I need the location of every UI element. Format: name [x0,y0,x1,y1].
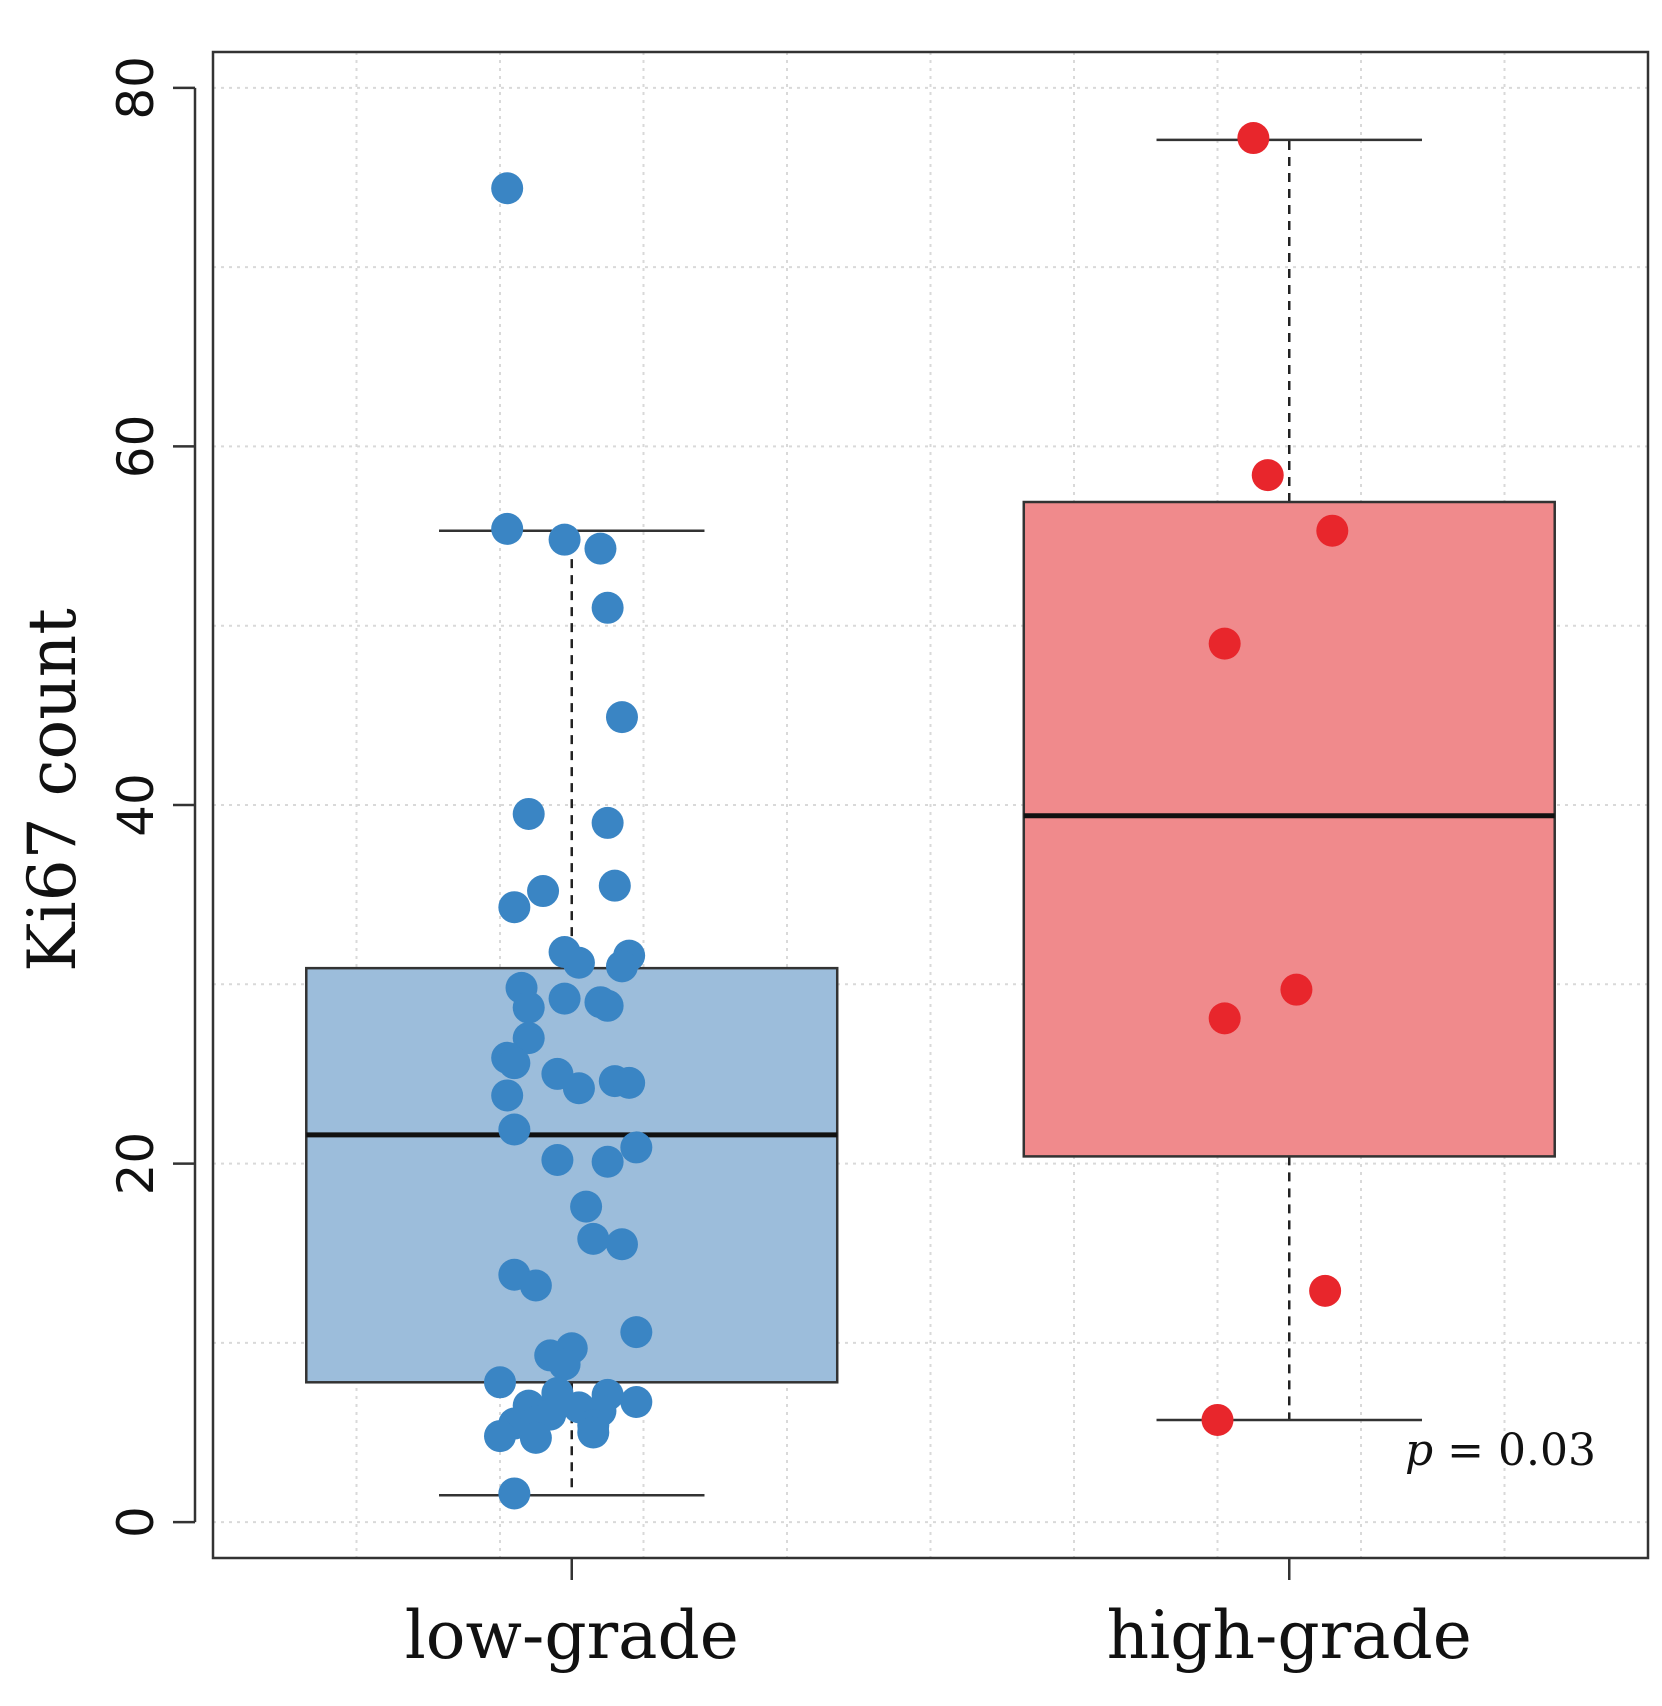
data-point-low-grade [491,512,524,545]
data-point-high-grade [1237,122,1270,155]
x-axis: low-grade high-grade [405,1558,1472,1674]
x-tick-label: high-grade [1107,1597,1472,1674]
data-point-low-grade [605,950,638,983]
data-point-low-grade [519,1269,552,1302]
box-high-grade [1022,138,1556,1422]
data-point-high-grade [1201,1403,1234,1436]
y-axis-title: Ki67 count [14,608,91,972]
data-point-high-grade [1280,973,1313,1006]
y-axis: 0 20 40 60 80 [107,56,197,1538]
data-point-low-grade [498,1047,531,1080]
data-point-low-grade [570,1190,603,1223]
data-point-low-grade [512,797,545,830]
p-value-text: = 0.03 [1433,1425,1596,1476]
iqr-box [305,966,839,1384]
data-point-high-grade [1316,514,1349,547]
data-point-low-grade [613,1066,646,1099]
p-value-symbol: p [1405,1425,1433,1476]
data-point-low-grade [591,806,624,839]
data-point-low-grade [491,1079,524,1112]
y-tick-label: 40 [107,773,165,837]
data-point-low-grade [591,989,624,1022]
data-point-low-grade [562,946,595,979]
box-low-grade [305,529,839,1497]
data-point-low-grade [620,1316,653,1349]
y-tick-label: 80 [107,56,165,120]
x-tick-label: low-grade [405,1597,739,1674]
data-point-low-grade [484,1366,516,1399]
data-point-low-grade [548,523,581,556]
data-point-low-grade [605,1228,638,1261]
data-point-low-grade [605,701,638,734]
y-tick-label: 60 [107,415,165,479]
data-point-low-grade [577,1222,610,1255]
data-point-low-grade [519,1421,552,1454]
data-point-low-grade [512,1022,545,1055]
p-value-annotation: p = 0.03 [1405,1425,1596,1476]
y-tick-label: 20 [107,1132,165,1196]
data-point-low-grade [527,875,560,908]
data-point-low-grade [591,591,624,624]
data-point-low-grade [548,1348,581,1381]
box-group [305,138,1556,1497]
data-point-low-grade [591,1145,624,1178]
data-point-low-grade [491,172,524,205]
data-point-low-grade [548,982,581,1015]
data-point-low-grade [484,1420,516,1453]
data-point-low-grade [620,1386,653,1419]
data-point-low-grade [577,1416,610,1449]
data-point-low-grade [620,1131,653,1164]
data-point-high-grade [1208,627,1241,660]
data-point-high-grade [1251,459,1284,492]
data-point-low-grade [584,532,617,565]
plot-frame [211,50,1650,1560]
data-point-low-grade [498,891,531,924]
iqr-box [1022,500,1556,1158]
data-point-high-grade [1309,1274,1342,1307]
data-point-low-grade [541,1143,574,1176]
data-point-high-grade [1208,1002,1241,1035]
data-point-low-grade [498,1113,531,1146]
y-tick-label: 0 [107,1506,165,1538]
data-point-low-grade [512,991,545,1024]
data-points [484,122,1349,1510]
data-point-low-grade [498,1477,531,1510]
data-point-low-grade [562,1072,595,1105]
data-point-low-grade [598,869,631,902]
